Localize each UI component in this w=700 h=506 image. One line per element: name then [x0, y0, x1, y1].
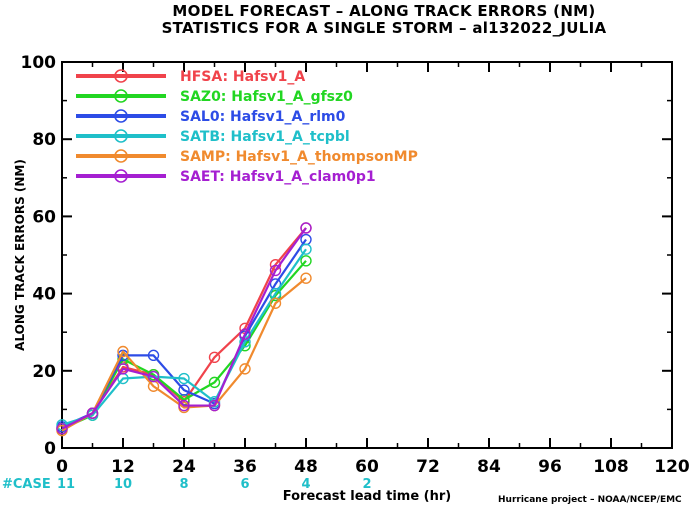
series-5	[56, 222, 312, 435]
data-point	[300, 272, 312, 284]
case-count: 6	[240, 477, 249, 492]
credit-text: Hurricane project – NOAA/NCEP/EMC	[498, 495, 682, 505]
legend-label: SAL0: Hafsv1_A_rlm0	[180, 109, 346, 125]
x-axis: 0 12 24 36 48 60 72 84 96 108 120	[56, 62, 690, 477]
case-count: 8	[179, 477, 188, 492]
case-count: 4	[301, 477, 310, 492]
series-line	[61, 277, 307, 432]
legend-marker	[114, 129, 128, 143]
legend-label: SAET: Hafsv1_A_clam0p1	[180, 169, 376, 185]
legend-marker	[114, 169, 128, 183]
data-point	[117, 345, 129, 358]
x-tick-label: 24	[172, 457, 196, 477]
data-point	[147, 370, 160, 383]
legend-label: HFSA: Hafsv1_A	[180, 69, 305, 85]
x-tick-label: 0	[56, 457, 68, 477]
legend: HFSA: Hafsv1_A SAZ0: Hafsv1_A_gfsz0 SAL0: …	[76, 69, 418, 185]
data-point	[56, 423, 68, 435]
x-tick-label: 108	[593, 457, 629, 477]
x-tick-label: 60	[355, 457, 379, 477]
x-tick-label: 12	[111, 457, 135, 477]
plot-frame	[61, 61, 673, 449]
y-tick-label: 20	[32, 362, 56, 382]
y-tick-label: 0	[44, 439, 56, 459]
legend-marker	[114, 89, 128, 103]
data-point	[269, 297, 282, 309]
data-point	[117, 363, 129, 375]
y-axis-label: ALONG TRACK ERRORS (NM)	[13, 159, 27, 351]
data-point	[208, 399, 221, 412]
case-counts: #CASE 11 10 8 6 4 2	[2, 477, 372, 492]
data-point	[208, 395, 221, 408]
y-axis: 0 20 40 60 80 100	[21, 53, 672, 459]
x-axis-label: Forecast lead time (hr)	[283, 489, 451, 504]
y-tick-label: 60	[32, 207, 56, 227]
data-point	[178, 399, 190, 412]
data-point	[86, 407, 99, 419]
y-tick-label: 80	[32, 130, 56, 150]
data-point	[208, 351, 221, 363]
data-point	[178, 372, 190, 385]
data-point	[239, 363, 251, 375]
series-layer	[56, 222, 312, 437]
legend-label: SAZ0: Hafsv1_A_gfsz0	[180, 89, 353, 105]
x-tick-label: 36	[233, 457, 257, 477]
y-tick-label: 100	[21, 53, 57, 73]
case-count: 2	[362, 477, 371, 492]
x-tick-label: 96	[538, 457, 562, 477]
legend-marker	[114, 109, 128, 123]
series-line	[61, 248, 307, 426]
chart-subtitle: STATISTICS FOR A SINGLE STORM – al132022…	[162, 19, 607, 37]
legend-label: SATB: Hafsv1_A_tcpbl	[180, 129, 350, 145]
legend-label: SAMP: Hafsv1_A_thompsonMP	[180, 149, 418, 165]
y-tick-label: 40	[32, 285, 56, 305]
data-point	[300, 243, 312, 255]
data-point	[147, 349, 160, 362]
case-count: 11	[57, 477, 75, 492]
series-line	[61, 227, 307, 430]
x-tick-label: 84	[477, 457, 501, 477]
case-count: 10	[114, 477, 132, 492]
legend-marker	[114, 149, 128, 163]
data-point	[117, 349, 129, 362]
data-point	[239, 328, 251, 340]
x-tick-label: 48	[294, 457, 318, 477]
legend-marker	[114, 69, 128, 83]
data-point	[300, 222, 312, 234]
case-label: #CASE	[2, 477, 51, 492]
data-point	[178, 384, 190, 396]
chart-title: MODEL FORECAST – ALONG TRACK ERRORS (NM)	[172, 2, 595, 20]
data-point	[300, 255, 312, 267]
data-point	[208, 376, 221, 389]
x-tick-label: 120	[654, 457, 690, 477]
data-point	[269, 264, 282, 277]
x-tick-label: 72	[416, 457, 440, 477]
